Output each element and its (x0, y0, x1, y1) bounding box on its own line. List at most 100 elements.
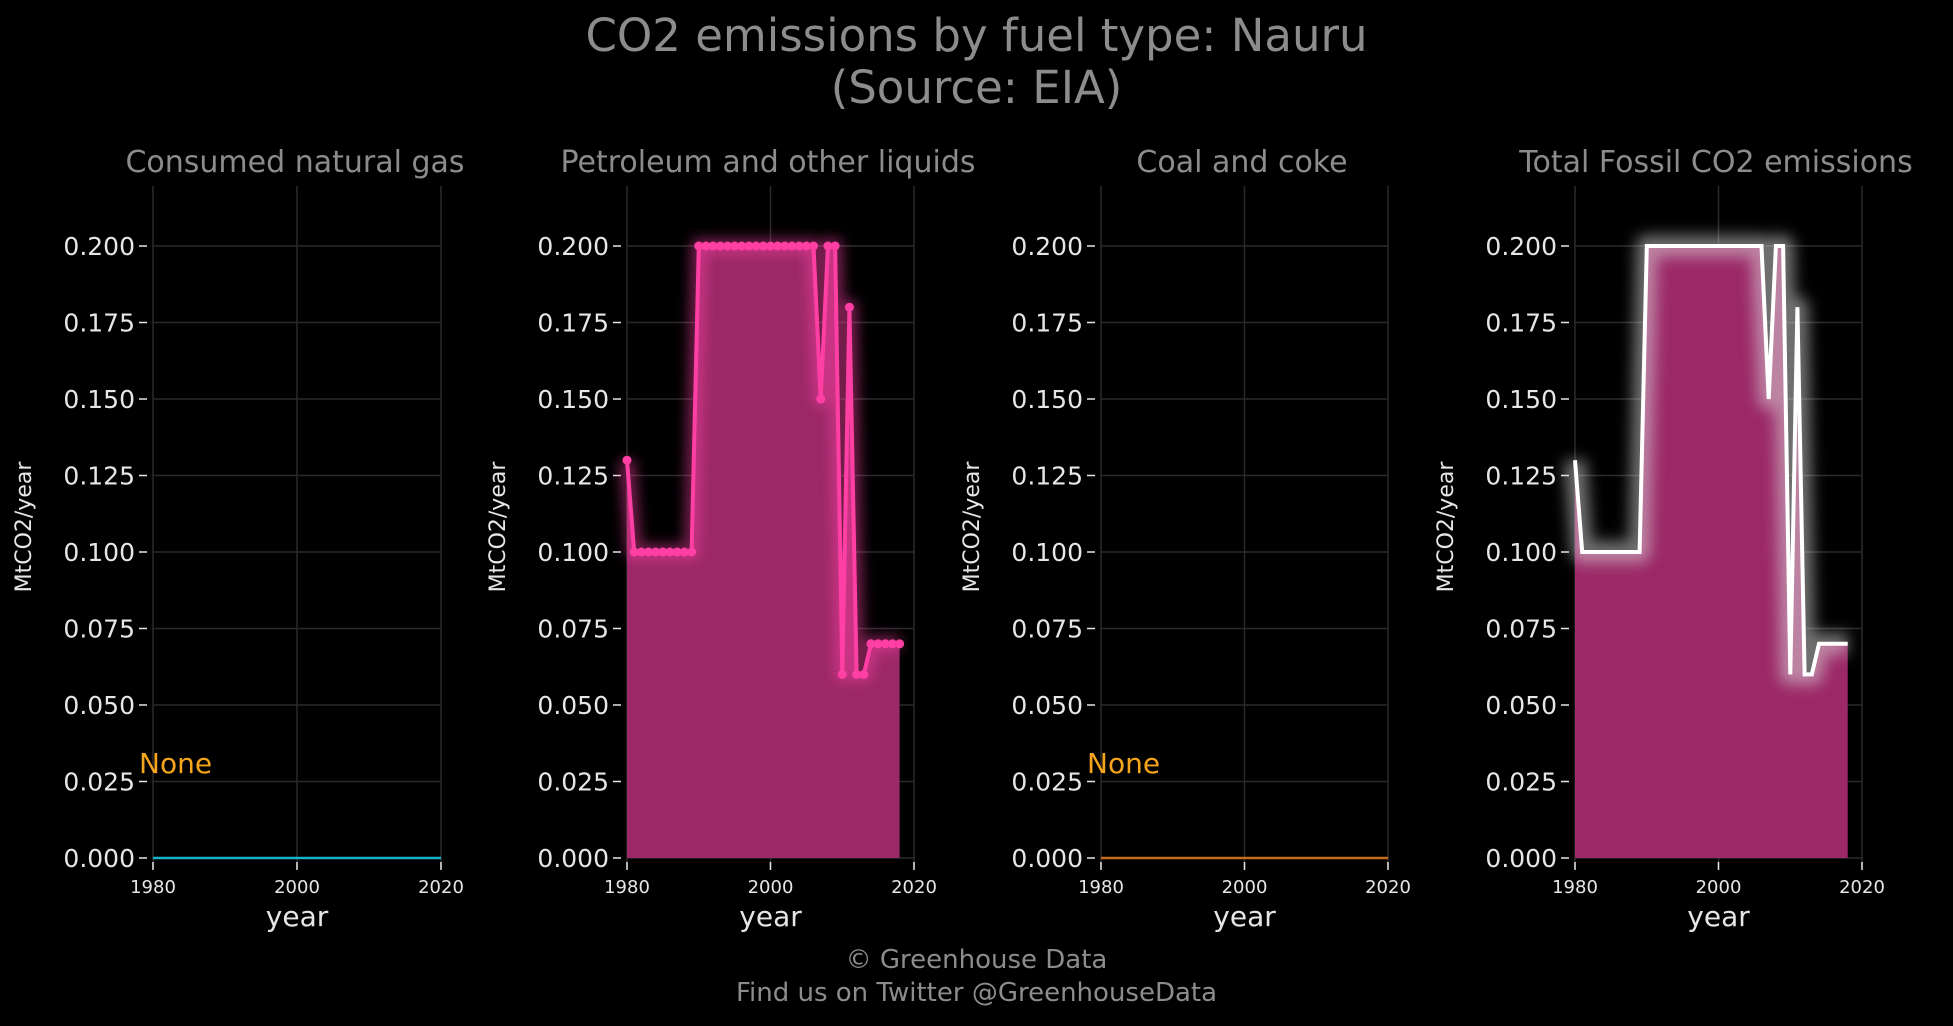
footer-copyright: © Greenhouse Data (845, 945, 1108, 975)
x-axis-label: year (739, 900, 802, 933)
y-tick-label: 0.075 (1485, 615, 1557, 644)
y-tick-label: 0.125 (1485, 462, 1557, 491)
data-point (787, 241, 797, 251)
panel-natural-gas: Consumed natural gas 0.000 0.025 0.050 0.075… (12, 145, 465, 933)
y-axis-label: MtCO2/year (960, 461, 985, 593)
y-tick-label: 0.200 (63, 232, 135, 261)
y-tick-label: 0.100 (1485, 538, 1557, 567)
data-point (751, 241, 761, 251)
panel-title: Consumed natural gas (125, 145, 464, 180)
data-point (715, 241, 725, 251)
x-tick-label: 2020 (1365, 877, 1411, 898)
data-point (809, 241, 819, 251)
y-tick-label: 0.025 (537, 768, 609, 797)
x-tick-label: 2020 (1839, 877, 1885, 898)
data-point (844, 302, 854, 312)
x-tick-label: 1980 (130, 877, 176, 898)
data-point (622, 455, 632, 465)
x-axis-label: year (1687, 900, 1750, 933)
x-tick-label: 2020 (418, 877, 464, 898)
y-tick-label: 0.000 (1485, 844, 1557, 873)
y-tick-label: 0.050 (1485, 691, 1557, 720)
y-tick-label: 0.125 (537, 462, 609, 491)
none-annotation: None (139, 747, 212, 780)
y-tick-label: 0.025 (1011, 768, 1083, 797)
x-tick-label: 2020 (891, 877, 937, 898)
data-point (701, 241, 711, 251)
y-tick-label: 0.200 (1011, 232, 1083, 261)
y-tick-label: 0.125 (1011, 462, 1083, 491)
figure-title: CO2 emissions by fuel type: Nauru (Sourc… (0, 10, 1953, 114)
series-line (1573, 244, 1848, 677)
data-point (708, 241, 718, 251)
x-axis-label: year (1213, 900, 1276, 933)
y-tick-label: 0.000 (63, 844, 135, 873)
data-point (665, 547, 675, 557)
data-point (672, 547, 682, 557)
y-tick-label: 0.200 (537, 232, 609, 261)
none-annotation: None (1087, 747, 1160, 780)
data-point (852, 669, 862, 679)
panel-petroleum: Petroleum and other liquids 0.000 0.025 0.0… (486, 145, 976, 933)
data-point (744, 241, 754, 251)
x-tick-label: 2000 (1696, 877, 1742, 898)
x-tick-label: 1980 (1078, 877, 1124, 898)
data-point (679, 547, 689, 557)
data-point (859, 669, 869, 679)
data-point (636, 547, 646, 557)
y-tick-label: 0.050 (63, 691, 135, 720)
data-point (794, 241, 804, 251)
data-point (816, 394, 826, 404)
data-point (687, 547, 697, 557)
data-point (694, 241, 704, 251)
footer: © Greenhouse Data Find us on Twitter @Gr… (0, 944, 1953, 1010)
data-point (629, 547, 639, 557)
y-tick-label: 0.175 (63, 309, 135, 338)
data-point (887, 639, 897, 649)
data-point (773, 241, 783, 251)
y-tick-label: 0.100 (537, 538, 609, 567)
y-tick-label: 0.200 (1485, 232, 1557, 261)
y-tick-label: 0.150 (537, 385, 609, 414)
data-point (766, 241, 775, 251)
panel-coal: Coal and coke 0.000 0.025 0.050 0.075 0.100 0.… (960, 145, 1411, 933)
data-point (880, 639, 890, 649)
data-point (780, 241, 790, 251)
y-tick-label: 0.175 (1485, 309, 1557, 338)
x-tick-label: 2000 (748, 877, 794, 898)
y-tick-label: 0.000 (1011, 844, 1083, 873)
data-point (730, 241, 740, 251)
y-tick-label: 0.125 (63, 462, 135, 491)
y-tick-label: 0.150 (1011, 385, 1083, 414)
data-point (866, 639, 876, 649)
y-tick-label: 0.000 (537, 844, 609, 873)
y-tick-label: 0.150 (63, 385, 135, 414)
data-point (644, 547, 654, 557)
figure-title-line1: CO2 emissions by fuel type: Nauru (585, 9, 1368, 62)
data-point (830, 241, 840, 251)
x-tick-label: 2000 (274, 877, 320, 898)
y-tick-label: 0.175 (537, 309, 609, 338)
y-tick-label: 0.075 (1011, 615, 1083, 644)
x-tick-label: 1980 (1552, 877, 1598, 898)
panel-title: Total Fossil CO2 emissions (1518, 145, 1912, 180)
y-tick-label: 0.075 (63, 615, 135, 644)
data-point (722, 241, 732, 251)
data-point (758, 241, 768, 251)
x-axis-label: year (266, 900, 329, 933)
y-tick-label: 0.050 (537, 691, 609, 720)
y-tick-label: 0.100 (63, 538, 135, 567)
data-point (737, 241, 747, 251)
data-point (801, 241, 811, 251)
y-tick-label: 0.075 (537, 615, 609, 644)
x-tick-label: 2000 (1222, 877, 1268, 898)
data-point (837, 669, 847, 679)
x-tick-label: 1980 (604, 877, 650, 898)
y-tick-label: 0.025 (63, 768, 135, 797)
y-tick-label: 0.025 (1485, 768, 1557, 797)
y-axis-label: MtCO2/year (486, 461, 511, 593)
y-tick-label: 0.175 (1011, 309, 1083, 338)
y-tick-label: 0.150 (1485, 385, 1557, 414)
panel-total: Total Fossil CO2 emissions 0.000 0.025 0.05… (1434, 145, 1913, 933)
